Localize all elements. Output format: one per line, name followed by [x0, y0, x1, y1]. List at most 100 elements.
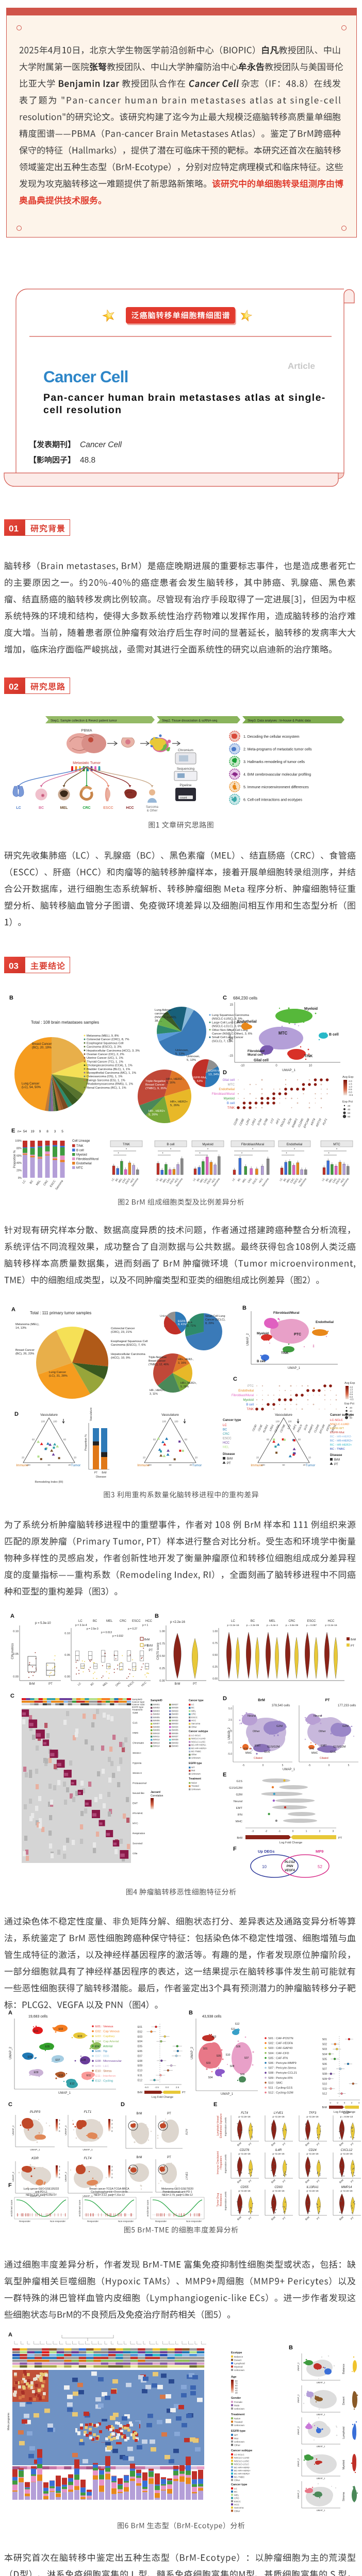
svg-text:LC: LC [321, 1177, 326, 1182]
svg-text:TAGLN: TAGLN [280, 1118, 287, 1128]
svg-text:UMAP_1: UMAP_1 [221, 2093, 234, 2096]
svg-text:G2M: G2M [133, 1711, 138, 1715]
svg-text:p = 2.5e-3: p = 2.5e-3 [87, 1628, 98, 1631]
svg-text:Sarcoma: Sarcoma [146, 806, 159, 809]
svg-text:E: E [213, 2102, 217, 2108]
svg-text:BC: BC [39, 806, 44, 810]
svg-text:p <2.2e-16: p <2.2e-16 [238, 2115, 250, 2119]
svg-text:CD30: CD30 [233, 1117, 239, 1126]
svg-text:PTC: PTC [294, 1333, 301, 1336]
svg-text:100: 100 [261, 1464, 265, 1466]
svg-text:02: 02 [9, 682, 19, 692]
svg-text:S10 : SMC: S10 : SMC [268, 2081, 283, 2084]
svg-text:Lymphoid: Lymphoid [234, 2362, 245, 2365]
svg-text:Balance: Balance [342, 2364, 345, 2374]
svg-text:3. Hallmarks remodeling of tum: 3. Hallmarks remodeling of tumor cells [243, 760, 305, 764]
svg-text:14, 13%: 14, 13% [15, 1327, 26, 1330]
svg-text:D: D [223, 1696, 227, 1702]
svg-text:(SCLC), 7, 13%: (SCLC), 7, 13% [212, 1040, 233, 1043]
svg-text:BrM: BrM [144, 1638, 150, 1641]
svg-text:PT: PT [316, 2179, 321, 2184]
svg-text:G1S: G1S [133, 1722, 138, 1725]
svg-text:1.0: 1.0 [349, 1086, 352, 1089]
svg-text:p <2.2e-16: p <2.2e-16 [272, 2115, 284, 2119]
svg-text:Exp Pct: Exp Pct [344, 1402, 354, 1405]
svg-text:carcinoma: carcinoma [155, 1012, 169, 1015]
svg-text:enrichment score: enrichment score [146, 2199, 149, 2216]
svg-text:LC: LC [111, 1177, 116, 1182]
svg-text:Immune: Immune [137, 1464, 150, 1467]
svg-text:EMT: EMT [133, 1802, 138, 1805]
svg-text:LYVE1: LYVE1 [274, 2112, 283, 2115]
svg-text:B: B [189, 2010, 193, 2016]
svg-text:C: C [233, 1376, 237, 1382]
svg-text:S06: S06 [236, 2045, 241, 2048]
svg-text:BC: BC [196, 1177, 201, 1182]
svg-text:Log Fold Change: Log Fold Change [152, 2096, 173, 2099]
svg-text:E11 : Interferon: E11 : Interferon [95, 2075, 116, 2078]
svg-text:PT: PT [48, 1683, 53, 1686]
svg-text:LZR1: LZR1 [245, 1118, 251, 1126]
svg-text:CD93: CD93 [274, 2186, 283, 2189]
svg-text:BrM29: BrM29 [172, 1709, 178, 1712]
svg-text:Sarcoma: Sarcoma [234, 2506, 244, 2509]
svg-text:5.0: 5.0 [228, 1707, 232, 1710]
svg-text:BC - HR-HER2+: BC - HR-HER2+ [330, 1444, 352, 1447]
svg-text:MMP14: MMP14 [341, 2186, 352, 2189]
svg-text:PNN: PNN [287, 1865, 293, 1868]
svg-text:p <2.2e-16: p <2.2e-16 [238, 2153, 250, 2156]
svg-text:Cell Lineage: Cell Lineage [72, 1139, 90, 1143]
svg-text:Avg Exp: Avg Exp [344, 1382, 355, 1385]
svg-text:BrM: BrM [334, 1459, 340, 1462]
svg-text:CRC: CRC [234, 2497, 240, 2500]
svg-text:Responder: Responder [19, 2220, 31, 2223]
svg-text:PT: PT [248, 2179, 253, 2184]
svg-text:& Other: & Other [147, 809, 158, 812]
svg-text:Breast Cancer: Breast Cancer [149, 1360, 166, 1363]
svg-text:-1: -1 [278, 1830, 281, 1833]
svg-text:Bladder Carcinoma (BLC), 1, 1%: Bladder Carcinoma (BLC), 1, 1% [87, 1068, 130, 1071]
svg-text:MEL: MEL [223, 1446, 229, 1449]
svg-text:8, 41%: 8, 41% [178, 1323, 187, 1326]
svg-text:CRC: CRC [247, 1177, 253, 1183]
svg-text:S05: S05 [322, 2058, 327, 2061]
svg-text:UMAP_2: UMAP_2 [297, 2362, 300, 2371]
svg-text:3, 16%: 3, 16% [166, 1081, 175, 1084]
svg-text:Non-responder: Non-responder [50, 2220, 66, 2223]
svg-text:Breast Cancer: Breast Cancer [32, 1043, 52, 1046]
svg-text:BrM02: BrM02 [153, 1706, 160, 1709]
svg-text:0.75: 0.75 [159, 1642, 165, 1646]
svg-text:HCC: HCC [129, 1177, 135, 1183]
svg-text:CD3E: CD3E [258, 1424, 264, 1432]
svg-text:5. Immune microenvironment dif: 5. Immune microenvironment differences [243, 786, 309, 789]
svg-text:BrM31: BrM31 [172, 1716, 178, 1719]
svg-text:1.5: 1.5 [350, 1388, 353, 1391]
svg-text:F: F [233, 1846, 237, 1852]
svg-text:60: 60 [169, 1464, 172, 1466]
svg-text:BrM28: BrM28 [172, 1706, 178, 1709]
svg-text:Desert: Desert [234, 2359, 242, 2362]
svg-text:0.00: 0.00 [159, 1680, 165, 1683]
svg-text:Neural: Neural [234, 1800, 242, 1803]
svg-text:PT: PT [316, 2216, 321, 2221]
svg-text:p = 1: p = 1 [142, 1624, 148, 1627]
svg-text:60: 60 [282, 1464, 285, 1466]
svg-text:IFN-MHC: IFN-MHC [133, 1812, 143, 1815]
svg-text:5: 5 [348, 1764, 350, 1767]
svg-text:1: 1 [59, 2126, 60, 2129]
svg-text:-5.0: -5.0 [144, 2086, 149, 2089]
svg-text:1.00: 1.00 [159, 1630, 165, 1633]
svg-text:BC-HR+HER2+: BC-HR+HER2+ [191, 1747, 207, 1750]
svg-text:5, 13%: 5, 13% [187, 1059, 196, 1062]
svg-text:S02: S02 [322, 2043, 327, 2046]
svg-text:03: 03 [9, 961, 19, 971]
svg-text:Stress-I: Stress-I [133, 1752, 141, 1755]
svg-text:Stress-II: Stress-II [133, 1772, 142, 1775]
svg-text:NSCLC-LUAD: NSCLC-LUAD [234, 2456, 250, 2459]
svg-text:NSCLC-LCLC: NSCLC-LCLC [234, 2463, 250, 2466]
svg-text:CD79B: CD79B [279, 1424, 286, 1433]
svg-text:Disease: Disease [330, 1453, 342, 1457]
svg-text:Total : 111 primary tumor samp: Total : 111 primary tumor samples [30, 1311, 91, 1315]
svg-text:0.0: 0.0 [228, 1730, 232, 1733]
svg-text:ESCC: ESCC [307, 1620, 316, 1623]
